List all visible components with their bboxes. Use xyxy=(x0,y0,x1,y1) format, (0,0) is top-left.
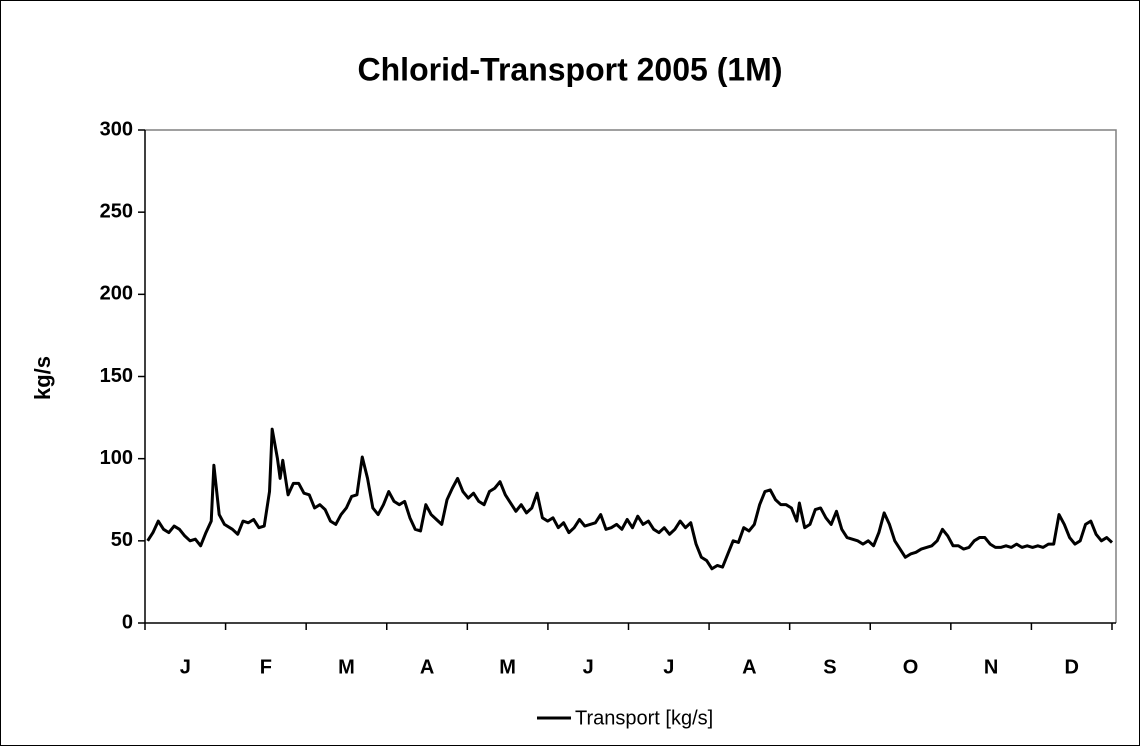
x-tick-label: A xyxy=(742,656,756,678)
y-axis-label: kg/s xyxy=(30,356,55,400)
x-tick-label: M xyxy=(499,656,516,678)
y-tick-label: 100 xyxy=(100,447,133,469)
x-tick-label: A xyxy=(420,656,434,678)
x-tick-label: S xyxy=(823,656,836,678)
data-line xyxy=(146,427,1114,571)
legend-label: Transport [kg/s] xyxy=(575,707,713,729)
x-tick-label: J xyxy=(663,656,674,678)
y-tick-label: 200 xyxy=(100,283,133,305)
chart-title: Chlorid-Transport 2005 (1M) xyxy=(358,51,783,87)
y-tick-label: 300 xyxy=(100,118,133,140)
x-tick-label: D xyxy=(1064,656,1078,678)
x-tick-label: M xyxy=(338,656,355,678)
x-tick-label: J xyxy=(180,656,191,678)
y-tick-label: 150 xyxy=(100,365,133,387)
x-tick-label: J xyxy=(583,656,594,678)
y-tick-label: 50 xyxy=(111,529,133,551)
y-tick-label: 250 xyxy=(100,200,133,222)
x-tick-label: O xyxy=(903,656,919,678)
y-tick-label: 0 xyxy=(122,611,133,633)
plot-frame xyxy=(145,129,1117,623)
x-tick-label: F xyxy=(260,656,272,678)
x-tick-label: N xyxy=(984,656,998,678)
